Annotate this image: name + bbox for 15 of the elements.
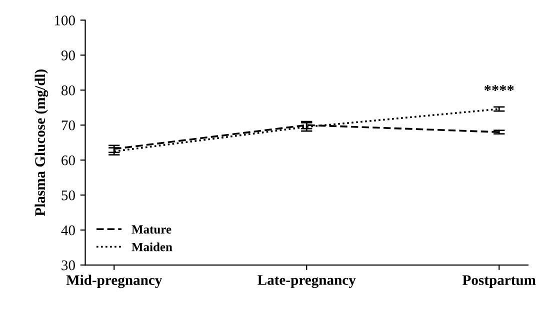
y-tick-label: 80 (62, 85, 75, 96)
y-tick-label: 90 (61, 50, 75, 60)
annotation: **** (484, 85, 514, 91)
y-tick-label: 100 (54, 16, 75, 26)
x-tick-label: Postpartum (462, 275, 536, 288)
y-tick-label: 40 (61, 225, 75, 236)
legend-label: Mature (132, 225, 172, 234)
y-tick-label: 30 (62, 260, 75, 270)
y-tick-label: 70 (62, 120, 75, 130)
x-tick-label: Late-pregnancy (258, 275, 356, 288)
legend-label: Maiden (132, 242, 172, 252)
x-tick-label: Mid-pregnancy (66, 274, 162, 288)
y-axis-title: Plasma Glucose (mg/dl) (34, 70, 48, 216)
y-tick-label: 60 (62, 155, 75, 166)
y-tick-label: 50 (62, 190, 75, 200)
